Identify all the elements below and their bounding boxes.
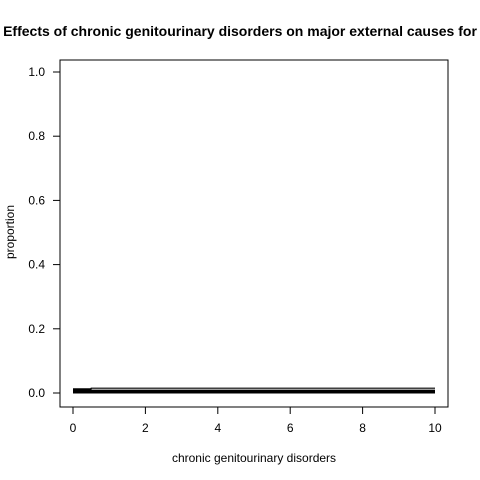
x-tick-label: 0 <box>70 421 77 435</box>
chart-title: Effects of chronic genitourinary disorde… <box>3 23 477 39</box>
x-axis-label: chronic genitourinary disorders <box>172 451 336 465</box>
x-tick-label: 10 <box>428 421 442 435</box>
x-tick-label: 4 <box>214 421 221 435</box>
y-tick-label: 0.4 <box>28 258 45 272</box>
y-tick-label: 0.8 <box>28 129 45 143</box>
y-axis-label: proportion <box>3 205 17 259</box>
y-tick-label: 0.6 <box>28 193 45 207</box>
y-tick-label: 0.2 <box>28 322 45 336</box>
y-tick-label: 0.0 <box>28 386 45 400</box>
x-tick-label: 2 <box>142 421 149 435</box>
x-tick-label: 6 <box>287 421 294 435</box>
y-axis: 0.0 0.2 0.4 0.6 0.8 1.0 <box>28 65 61 400</box>
x-axis: 0 2 4 6 8 10 <box>70 406 442 435</box>
series-layer <box>73 387 435 394</box>
y-tick-label: 1.0 <box>28 65 45 79</box>
plot-frame <box>59 59 449 408</box>
x-tick-label: 8 <box>359 421 366 435</box>
series-line-1 <box>73 387 435 390</box>
